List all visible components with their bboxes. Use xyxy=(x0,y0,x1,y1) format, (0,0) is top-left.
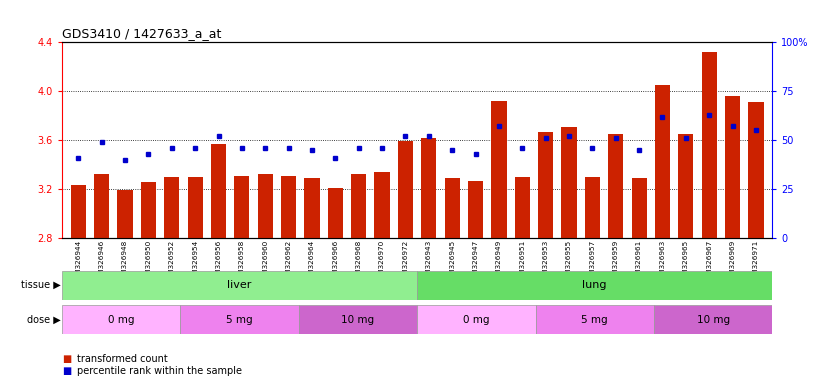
Bar xyxy=(444,178,460,238)
Bar xyxy=(398,141,413,238)
Text: liver: liver xyxy=(227,280,252,290)
Bar xyxy=(468,180,483,238)
Text: 10 mg: 10 mg xyxy=(696,314,729,325)
Bar xyxy=(417,305,535,334)
Bar xyxy=(654,305,772,334)
Bar xyxy=(632,178,647,238)
Bar xyxy=(585,177,600,238)
Bar xyxy=(655,85,670,238)
Text: ■: ■ xyxy=(62,354,71,364)
Bar xyxy=(188,177,202,238)
Bar xyxy=(299,305,417,334)
Text: 0 mg: 0 mg xyxy=(108,314,135,325)
Text: 0 mg: 0 mg xyxy=(463,314,490,325)
Bar xyxy=(62,271,417,300)
Bar xyxy=(538,132,553,238)
Bar xyxy=(305,178,320,238)
Bar xyxy=(535,305,654,334)
Bar xyxy=(117,190,133,238)
Bar xyxy=(258,174,273,238)
Bar xyxy=(180,305,299,334)
Text: 5 mg: 5 mg xyxy=(582,314,608,325)
Text: dose ▶: dose ▶ xyxy=(26,314,60,325)
Bar xyxy=(164,177,179,238)
Text: percentile rank within the sample: percentile rank within the sample xyxy=(77,366,242,376)
Bar xyxy=(491,101,506,238)
Text: 10 mg: 10 mg xyxy=(341,314,374,325)
Bar xyxy=(678,134,694,238)
Bar xyxy=(140,182,156,238)
Bar xyxy=(421,138,436,238)
Bar xyxy=(515,177,529,238)
Bar xyxy=(417,271,772,300)
Text: lung: lung xyxy=(582,280,607,290)
Text: transformed count: transformed count xyxy=(77,354,168,364)
Bar xyxy=(701,52,717,238)
Bar xyxy=(562,127,577,238)
Bar xyxy=(281,175,297,238)
Bar xyxy=(235,175,249,238)
Bar xyxy=(328,188,343,238)
Bar xyxy=(71,185,86,238)
Bar xyxy=(608,134,624,238)
Text: ■: ■ xyxy=(62,366,71,376)
Bar xyxy=(211,144,226,238)
Bar xyxy=(725,96,740,238)
Bar xyxy=(351,174,366,238)
Bar xyxy=(94,174,109,238)
Bar xyxy=(374,172,390,238)
Bar xyxy=(748,102,763,238)
Text: GDS3410 / 1427633_a_at: GDS3410 / 1427633_a_at xyxy=(62,27,221,40)
Text: tissue ▶: tissue ▶ xyxy=(21,280,60,290)
Bar xyxy=(62,305,180,334)
Text: 5 mg: 5 mg xyxy=(226,314,253,325)
